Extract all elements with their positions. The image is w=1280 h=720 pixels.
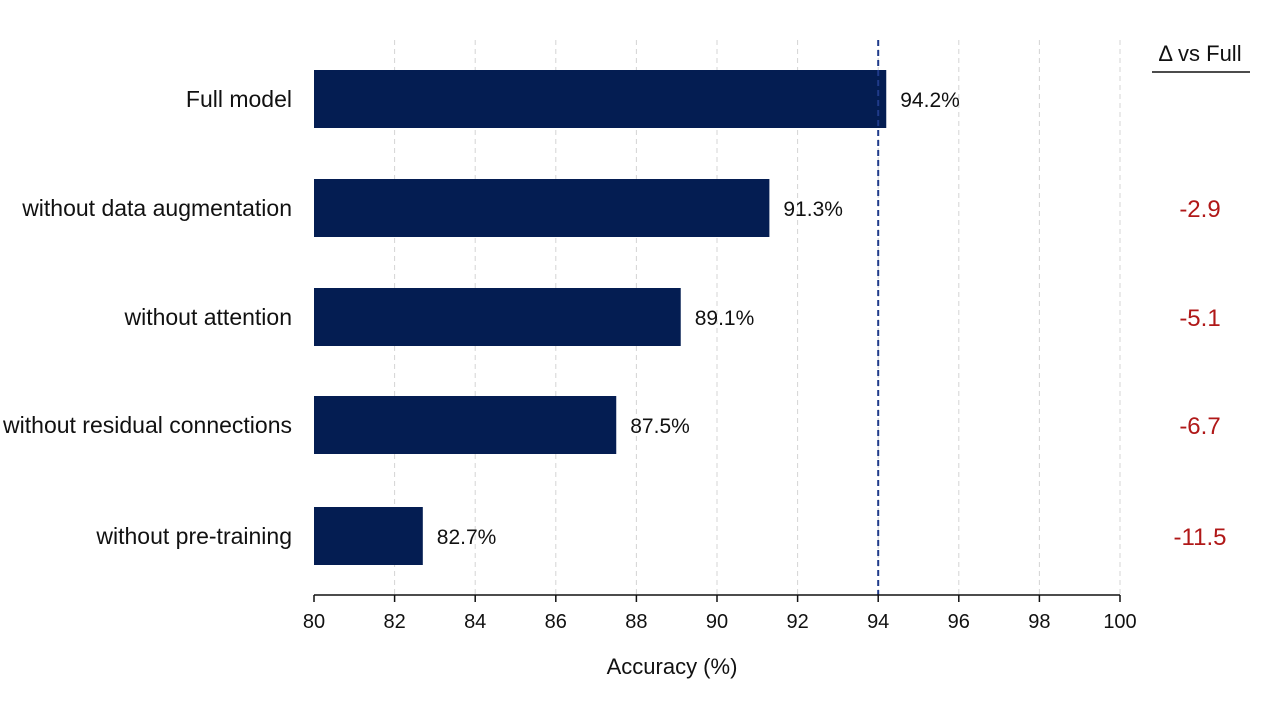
x-tick-label: 100 (1103, 611, 1136, 633)
delta-value: -2.9 (1179, 196, 1220, 223)
category-label: without residual connections (2, 412, 292, 438)
data-label: 89.1% (695, 307, 755, 330)
x-tick-label: 80 (303, 611, 325, 633)
delta-value: -5.1 (1179, 305, 1220, 332)
category-label: without data augmentation (21, 195, 292, 221)
delta-value: -11.5 (1174, 524, 1227, 551)
x-tick-label: 88 (625, 611, 647, 633)
x-tick-label: 96 (948, 611, 970, 633)
delta-column-header: Δ vs Full (1158, 41, 1241, 66)
x-tick-label: 82 (383, 611, 405, 633)
x-tick-label: 92 (786, 611, 808, 633)
delta-value: -6.7 (1179, 413, 1220, 440)
x-axis: 80 82 84 86 88 90 92 94 96 98 100 (303, 594, 1137, 633)
category-label: without attention (123, 304, 292, 330)
bar (314, 288, 681, 346)
category-label: Full model (186, 86, 292, 112)
data-label: 82.7% (437, 526, 497, 549)
labels: Full model 94.2% without data augmentation… (2, 86, 1226, 551)
x-tick-label: 98 (1028, 611, 1050, 633)
bar (314, 396, 617, 454)
x-tick-label: 86 (545, 611, 567, 633)
category-label: without pre-training (95, 523, 292, 549)
bar (314, 507, 423, 565)
bar (314, 179, 770, 237)
x-tick-label: 94 (867, 611, 889, 633)
x-axis-title: Accuracy (%) (607, 654, 738, 679)
data-label: 91.3% (783, 198, 843, 221)
data-label: 87.5% (630, 415, 690, 438)
x-tick-label: 84 (464, 611, 486, 633)
bar (314, 70, 887, 128)
x-tick-label: 90 (706, 611, 728, 633)
data-label: 94.2% (900, 89, 960, 112)
bars (314, 70, 887, 565)
